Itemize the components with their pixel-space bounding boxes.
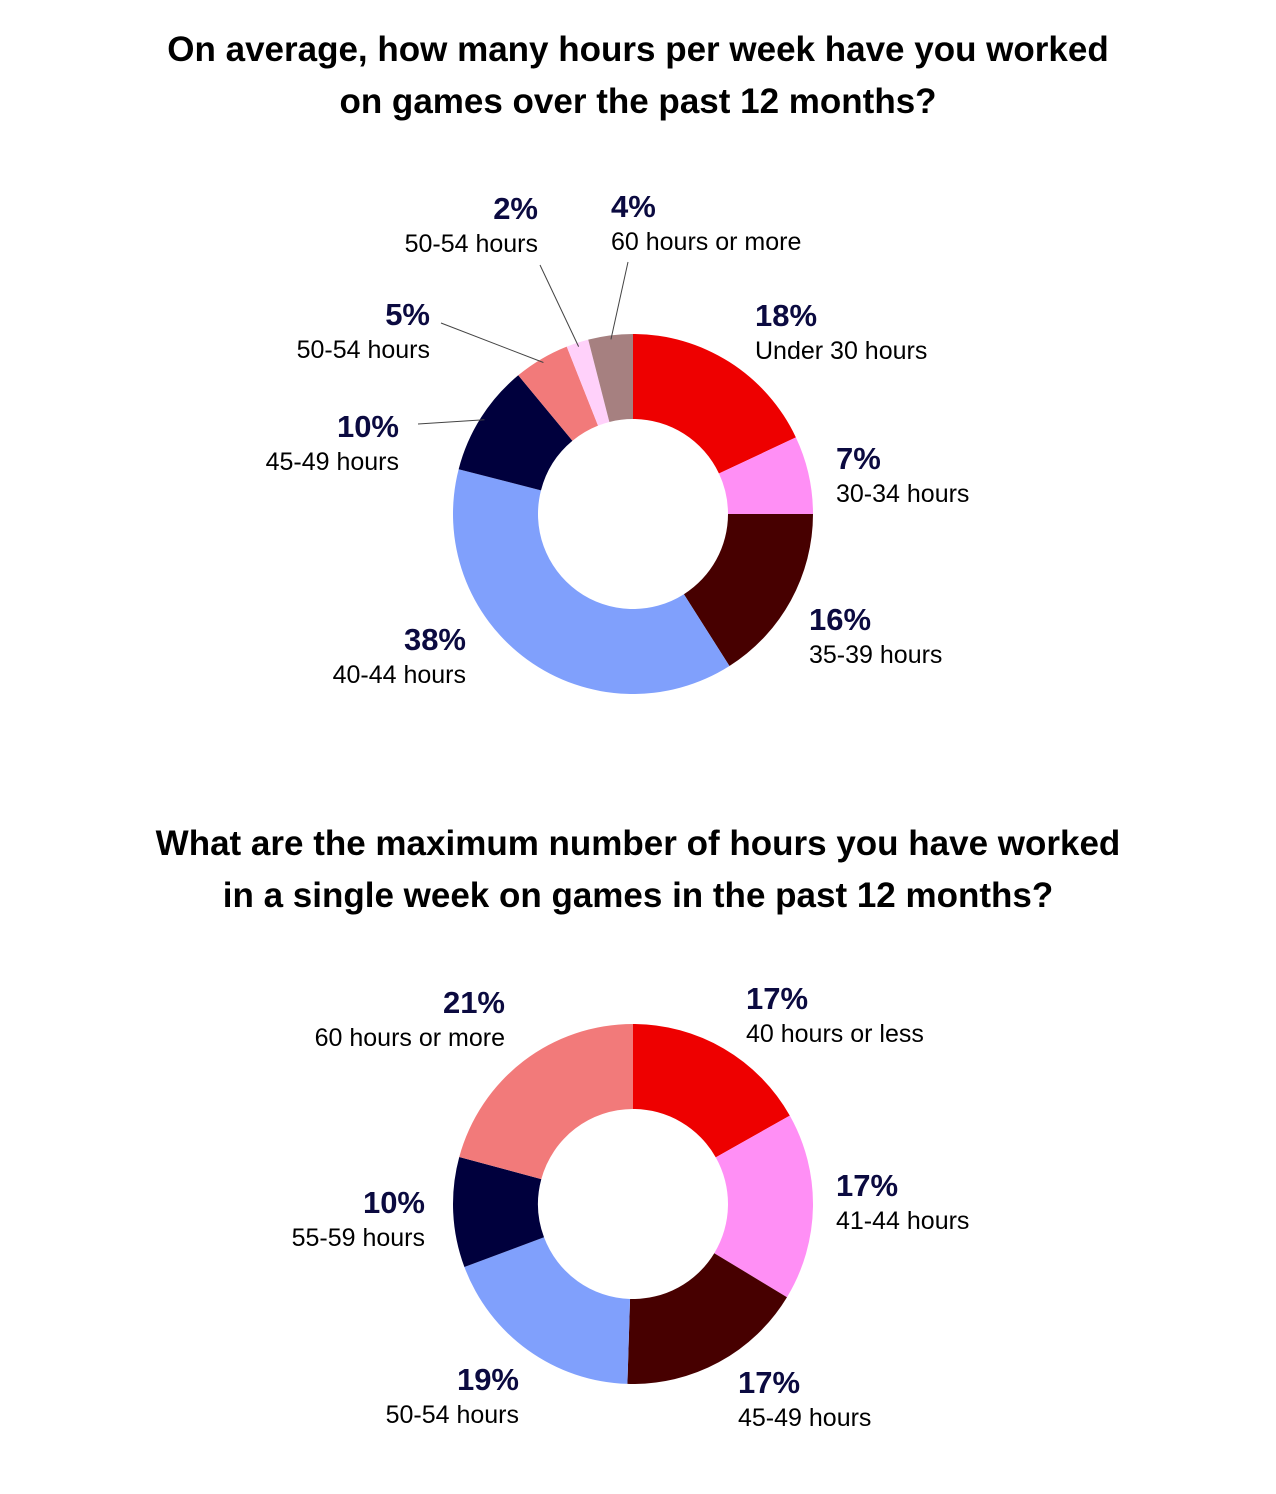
slice-percent-label: 10% bbox=[337, 409, 399, 444]
slice-60-hours-or-more-5 bbox=[459, 1024, 633, 1180]
chart-title: What are the maximum number of hours you… bbox=[0, 818, 1276, 922]
slice-category-label: 30-34 hours bbox=[836, 480, 969, 508]
slice-percent-label: 19% bbox=[457, 1362, 519, 1397]
chart-title-line-1: On average, how many hours per week have… bbox=[167, 30, 1109, 69]
slice-category-label: 40 hours or less bbox=[746, 1020, 924, 1048]
slice-percent-label: 2% bbox=[493, 191, 538, 226]
slice-percent-label: 10% bbox=[363, 1185, 425, 1220]
slice-45-49-hours-4 bbox=[458, 375, 573, 491]
slice-percent-label: 7% bbox=[836, 441, 881, 476]
slice-60-hours-or-more-7 bbox=[588, 334, 633, 422]
slice-percent-label: 21% bbox=[443, 985, 505, 1020]
slice-45-49-hours-2 bbox=[627, 1253, 787, 1384]
slice-percent-label: 17% bbox=[738, 1365, 800, 1400]
slice-category-label: 41-44 hours bbox=[836, 1207, 969, 1235]
slice-category-label: 45-49 hours bbox=[738, 1404, 871, 1432]
slice-category-label: 60 hours or more bbox=[611, 228, 801, 256]
slice-category-label: 50-54 hours bbox=[297, 336, 430, 364]
slice-category-label: Under 30 hours bbox=[755, 337, 927, 365]
slice-30-34-hours-1 bbox=[718, 437, 813, 514]
slice-percent-label: 38% bbox=[404, 622, 466, 657]
slice-under-30-hours-0 bbox=[633, 334, 796, 474]
chart-title-line-2: on games over the past 12 months? bbox=[339, 82, 937, 121]
donut-chart-svg: 17% 40 hours or less 17% 41-44 hours 17% 45-4… bbox=[292, 981, 970, 1432]
hours-per-week-chart: On average, how many hours per week have… bbox=[0, 24, 1276, 694]
slice-category-label: 50-54 hours bbox=[386, 1401, 519, 1429]
slice-category-label: 50-54 hours bbox=[405, 230, 538, 258]
leader-line bbox=[610, 261, 629, 340]
slice-55-59-hours-4 bbox=[453, 1156, 545, 1268]
slice-percent-label: 5% bbox=[385, 297, 430, 332]
leader-line bbox=[539, 264, 580, 347]
slice-50-54-hours-5 bbox=[518, 346, 599, 441]
leader-line bbox=[440, 322, 544, 363]
slice-category-label: 45-49 hours bbox=[266, 448, 399, 476]
slice-category-label: 60 hours or more bbox=[315, 1024, 505, 1052]
slice-40-hours-or-less-0 bbox=[633, 1024, 790, 1158]
slice-category-label: 40-44 hours bbox=[333, 661, 466, 689]
slice-percent-label: 4% bbox=[611, 189, 656, 224]
slice-percent-label: 17% bbox=[746, 981, 808, 1016]
slice-50-54-hours-6 bbox=[566, 339, 610, 426]
chart-title: On average, how many hours per week have… bbox=[0, 24, 1276, 128]
slice-percent-label: 16% bbox=[809, 602, 871, 637]
max-hours-chart: What are the maximum number of hours you… bbox=[0, 790, 1276, 1490]
chart-title-line-2: in a single week on games in the past 12… bbox=[222, 876, 1054, 915]
slice-category-label: 55-59 hours bbox=[292, 1224, 425, 1252]
chart-title-line-1: What are the maximum number of hours you… bbox=[155, 824, 1121, 863]
slice-40-44-hours-3 bbox=[452, 469, 730, 694]
slice-category-label: 35-39 hours bbox=[809, 641, 942, 669]
leader-line bbox=[417, 419, 485, 425]
slice-35-39-hours-2 bbox=[683, 514, 813, 666]
slice-50-54-hours-3 bbox=[464, 1237, 631, 1384]
slice-percent-label: 17% bbox=[836, 1168, 898, 1203]
slice-41-44-hours-1 bbox=[714, 1115, 814, 1298]
slice-percent-label: 18% bbox=[755, 298, 817, 333]
donut-chart-svg: 18% Under 30 hours 7% 30-34 hours 16% 35-39 h… bbox=[266, 189, 969, 694]
